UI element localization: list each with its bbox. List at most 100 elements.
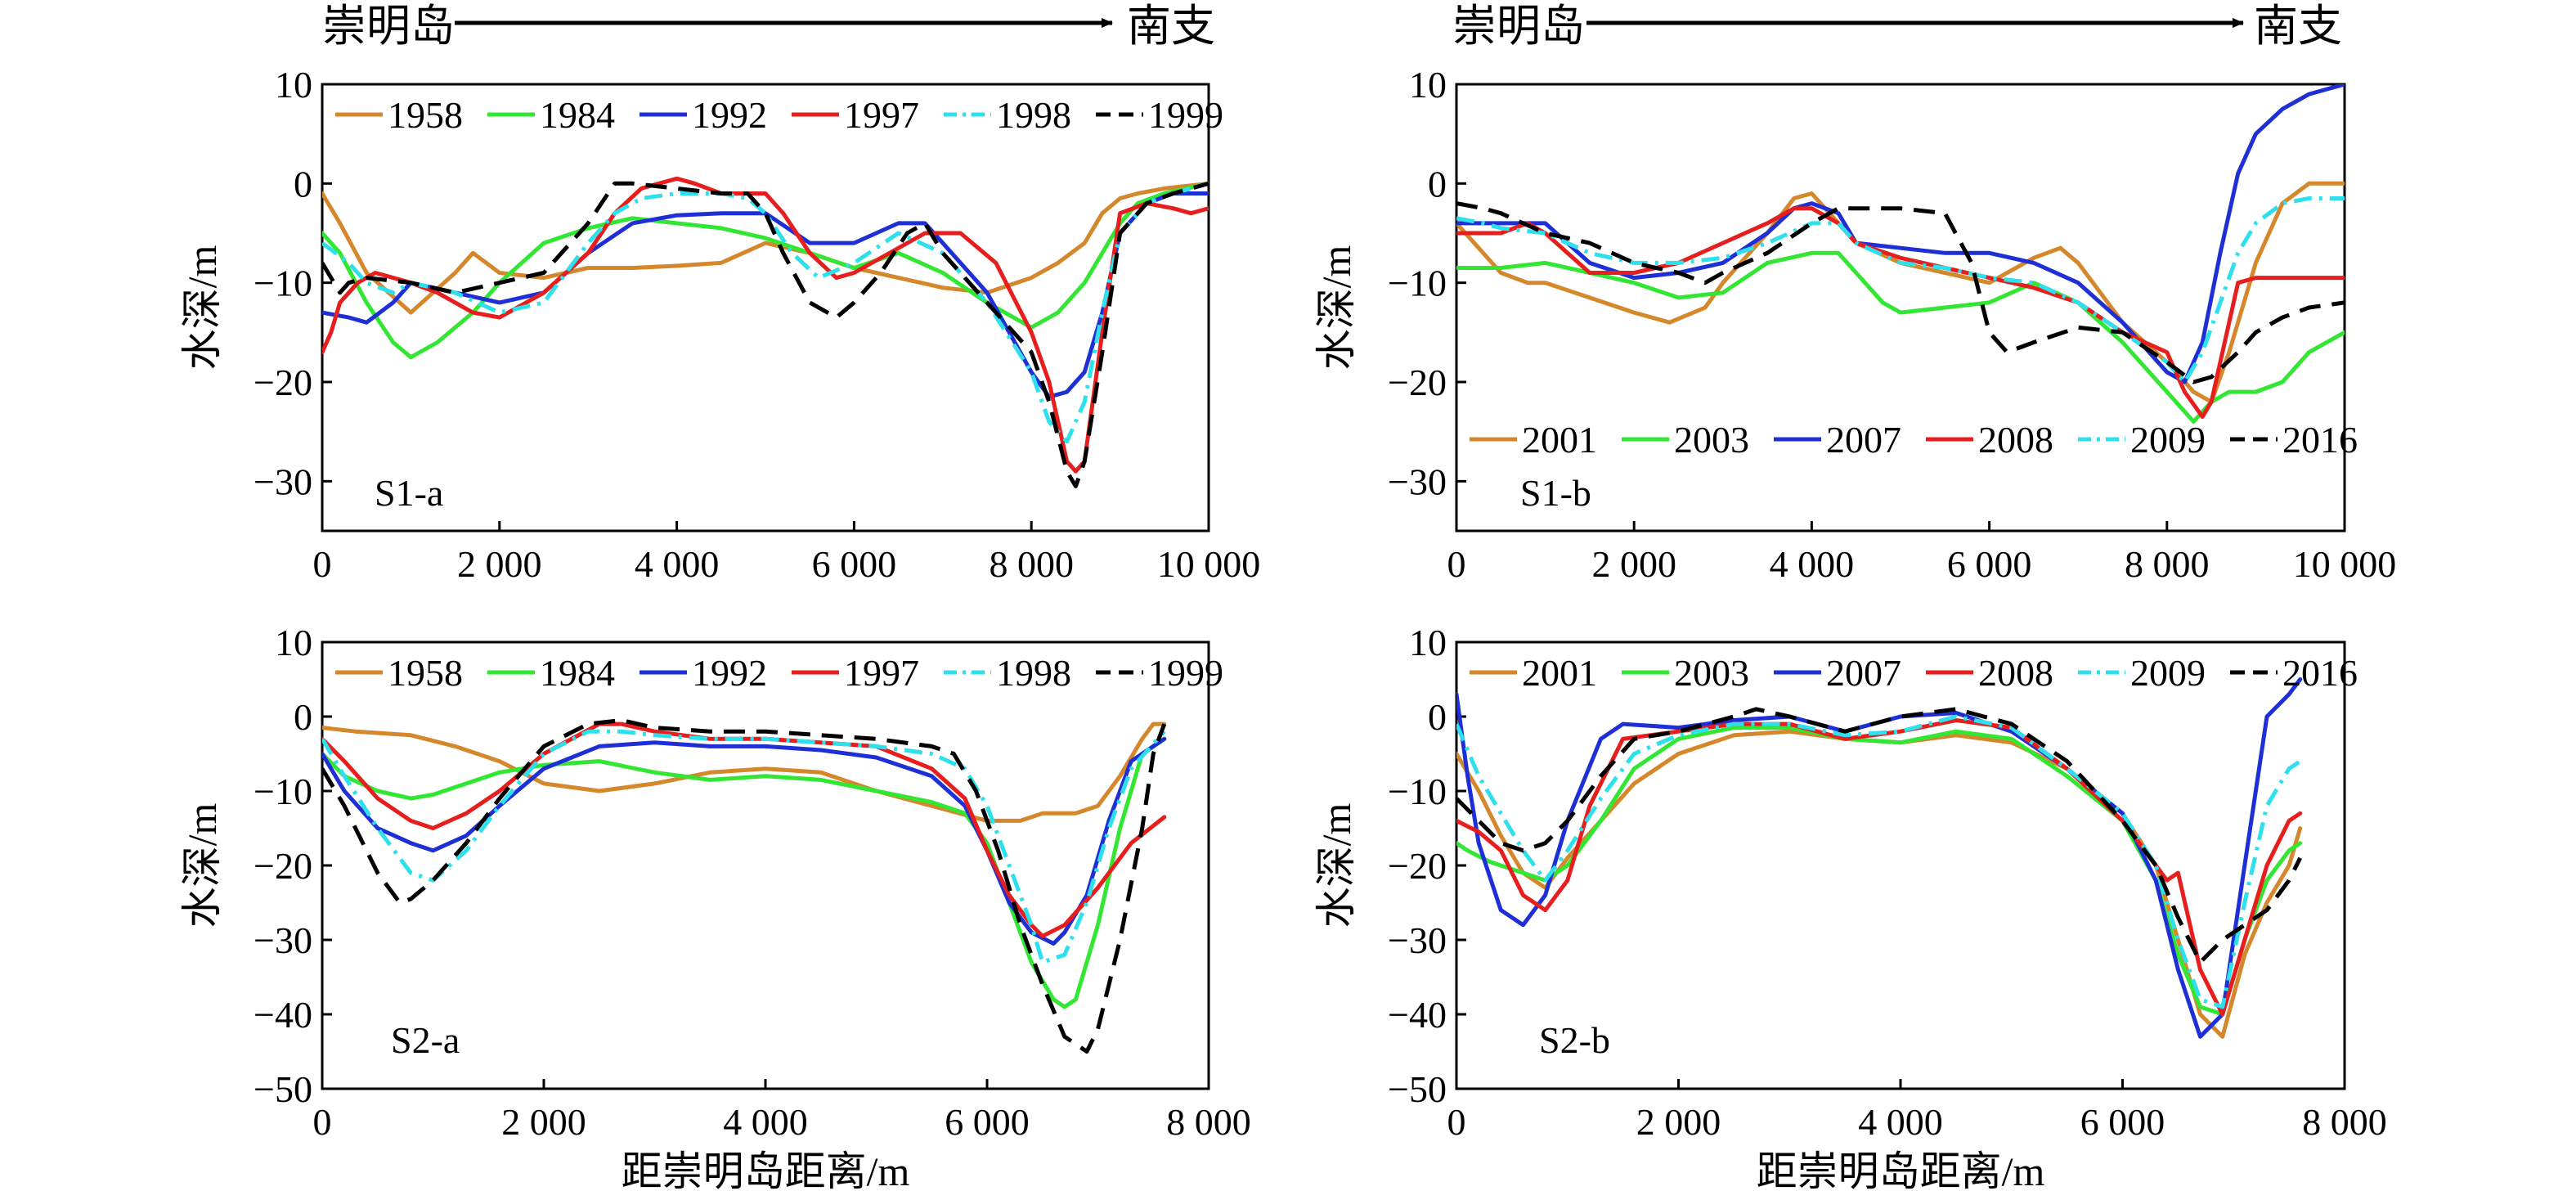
series-line-2003	[1456, 250, 2345, 424]
series-line-1999	[322, 181, 1209, 488]
legend-label-2003: 2003	[1674, 419, 1749, 461]
header-right: 崇明岛 南支	[1452, 2, 2342, 51]
legend: 2001 2003 2007 2008 2009 2016	[1470, 652, 2358, 694]
y-tick-label: 10	[1409, 64, 1447, 106]
legend-label-1999: 1999	[1148, 652, 1223, 694]
legend-label-1999: 1999	[1148, 94, 1223, 136]
x-tick-label: 6 000	[1947, 543, 2032, 585]
series-line-2003	[1456, 726, 2303, 1017]
x-tick-label: 8 000	[1166, 1101, 1251, 1143]
y-tick-label: −40	[254, 994, 312, 1036]
header-left-start: 崇明岛	[322, 2, 455, 51]
legend-label-1997: 1997	[844, 652, 919, 694]
legend-label-2009: 2009	[2130, 652, 2206, 694]
legend-label-1998: 1998	[996, 94, 1071, 136]
legend: 1958 1984 1992 1997 1998 1999	[335, 94, 1223, 136]
series-line-1984	[322, 736, 1167, 1009]
y-axis-label: 水深/m	[179, 245, 225, 371]
y-tick-label: −30	[254, 919, 312, 961]
panel-s2-a: 0 2 000 4 000 6 000 8 000 −50 −40 −30 −20 −10 0 10 水…	[179, 622, 1251, 1194]
series-line-1984	[322, 181, 1209, 360]
y-tick-label: −10	[254, 263, 312, 304]
legend-label-2007: 2007	[1826, 652, 1901, 694]
x-tick-label: 8 000	[2125, 543, 2210, 585]
y-tick-label: −50	[1388, 1068, 1447, 1110]
legend-label-2009: 2009	[2130, 419, 2206, 461]
legend-label-1997: 1997	[844, 94, 919, 136]
x-tick-label: 6 000	[945, 1101, 1030, 1143]
panel-label: S1-a	[375, 472, 443, 514]
series-line-2007	[1456, 84, 2345, 384]
legend-label-1958: 1958	[388, 94, 463, 136]
x-tick-label: 2 000	[1591, 543, 1676, 585]
series-line-1997	[322, 721, 1167, 938]
series-lines	[322, 176, 1209, 488]
y-tick-label: 10	[275, 64, 312, 106]
y-tick-label: −10	[254, 771, 312, 812]
header-right-start: 崇明岛	[1452, 2, 1585, 51]
legend-label-2007: 2007	[1826, 419, 1901, 461]
series-line-1992	[322, 736, 1167, 946]
x-axis-label: 距崇明岛距离/m	[622, 1148, 910, 1194]
x-tick-label: 8 000	[989, 543, 1074, 585]
x-tick-label: 2 000	[1636, 1101, 1721, 1143]
legend-label-1984: 1984	[540, 94, 615, 136]
y-tick-label: −50	[254, 1068, 312, 1110]
legend-label-2001: 2001	[1522, 652, 1597, 694]
plot-frame	[321, 83, 1210, 533]
y-tick-label: 0	[1428, 163, 1447, 204]
series-line-1999	[322, 718, 1167, 1054]
series-line-1997	[322, 176, 1209, 474]
header-right-end: 南支	[2254, 2, 2342, 51]
x-tick-label: 4 000	[1858, 1101, 1943, 1143]
y-tick-label: −10	[1388, 771, 1447, 812]
x-tick-label: 4 000	[723, 1101, 808, 1143]
series-lines	[322, 718, 1167, 1054]
series-line-1958	[322, 721, 1167, 823]
y-axis-label: 水深/m	[179, 803, 225, 928]
y-tick-label: −20	[1388, 845, 1447, 887]
legend-label-2008: 2008	[1978, 652, 2053, 694]
series-line-2009	[1456, 196, 2345, 384]
panel-s1-a: 0 2 000 4 000 6 000 8 000 10 000 −30 −20 −10 0 10 水…	[179, 64, 1260, 585]
x-tick-label: 10 000	[1157, 543, 1261, 585]
legend-label-1992: 1992	[692, 94, 767, 136]
plot-frame	[1455, 83, 2346, 533]
y-tick-label: −20	[254, 362, 312, 403]
x-tick-label: 6 000	[812, 543, 897, 585]
panel-label: S2-a	[391, 1019, 460, 1061]
x-tick-label: 2 000	[457, 543, 542, 585]
x-tick-label: 10 000	[2293, 543, 2397, 585]
x-tick-label: 0	[313, 1101, 332, 1143]
y-tick-label: 0	[294, 163, 312, 204]
legend-label-1992: 1992	[692, 652, 767, 694]
panel-s1-b: 0 2 000 4 000 6 000 8 000 10 000 −30 −20 −10 0 10 水…	[1313, 64, 2396, 585]
series-line-1998	[322, 729, 1166, 964]
legend-label-2016: 2016	[2282, 419, 2358, 461]
x-tick-label: 4 000	[635, 543, 720, 585]
legend-label-1984: 1984	[540, 652, 615, 694]
x-tick-label: 0	[1447, 1101, 1466, 1143]
y-tick-label: −20	[254, 845, 312, 887]
x-tick-label: 8 000	[2302, 1101, 2387, 1143]
legend: 2001 2003 2007 2008 2009 2016	[1470, 419, 2358, 461]
y-tick-label: −30	[254, 461, 312, 502]
header-left: 崇明岛 南支	[322, 2, 1215, 51]
series-line-2008	[1456, 206, 2345, 419]
series-line-2009	[1456, 714, 2302, 1009]
legend-label-2003: 2003	[1674, 652, 1749, 694]
y-tick-label: −30	[1388, 919, 1447, 961]
y-tick-label: 10	[1409, 622, 1447, 663]
legend-label-2016: 2016	[2282, 652, 2358, 694]
legend-label-2008: 2008	[1978, 419, 2053, 461]
series-line-2008	[1456, 718, 2303, 1017]
y-tick-label: 0	[294, 696, 312, 738]
legend: 1958 1984 1992 1997 1998 1999	[335, 652, 1223, 694]
x-tick-label: 4 000	[1770, 543, 1855, 585]
x-axis-label: 距崇明岛距离/m	[1757, 1148, 2045, 1194]
y-tick-label: −30	[1388, 461, 1447, 502]
y-tick-label: 0	[1428, 696, 1447, 738]
legend-label-1998: 1998	[996, 652, 1071, 694]
x-tick-label: 0	[1447, 543, 1466, 585]
